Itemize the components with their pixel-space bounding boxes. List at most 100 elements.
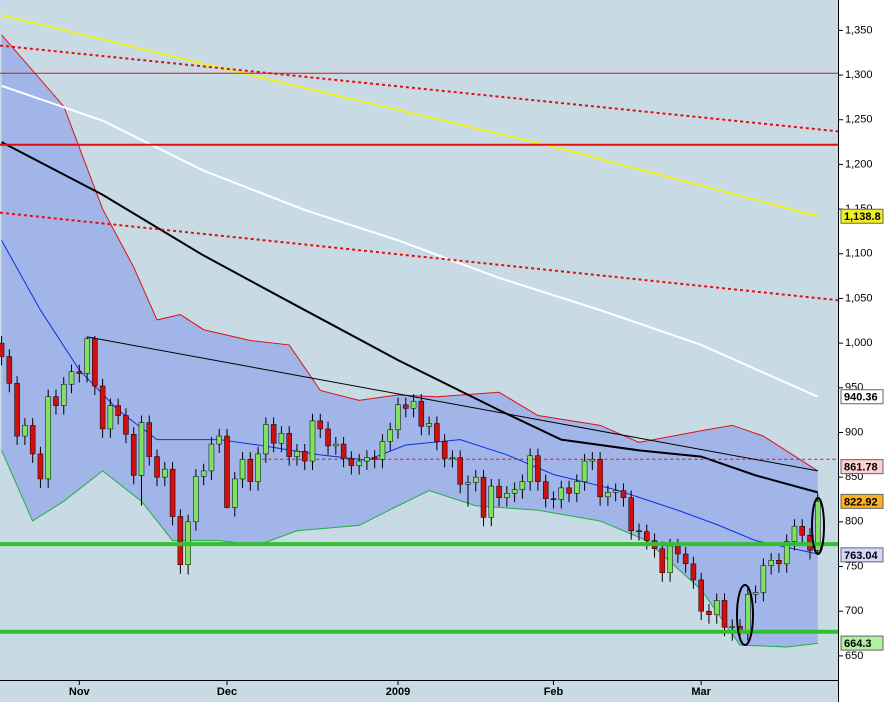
candle-body [333, 443, 339, 447]
candle-body [682, 553, 689, 565]
candle-body [22, 425, 28, 437]
candle-body [294, 450, 300, 457]
candle-body [667, 545, 673, 574]
candle-body [371, 457, 378, 460]
candle-body [659, 548, 666, 574]
candle-body [504, 492, 510, 498]
candle-body [60, 383, 67, 406]
candle-body [92, 338, 98, 387]
candle-body [123, 415, 129, 435]
candle-body [729, 626, 736, 628]
candle-body [519, 481, 526, 490]
candle-body [138, 422, 145, 476]
candle-body [0, 342, 5, 357]
overlay-line [1, 240, 818, 555]
overlay-line [1, 141, 819, 494]
candle-body [791, 526, 798, 542]
candle-body [348, 458, 355, 466]
price-label: 861.78 [844, 462, 878, 474]
annotation-ellipse [736, 584, 754, 646]
price-label: 822.92 [844, 496, 878, 508]
candle-body [154, 456, 160, 478]
candle-body [768, 560, 774, 566]
candle-body [434, 423, 440, 442]
candle-body [53, 396, 59, 406]
candle-body [239, 459, 246, 480]
candle-body [6, 356, 13, 384]
y-tick-label: 650 [845, 650, 863, 662]
candle-body [612, 490, 619, 493]
overlay-line [1, 450, 818, 648]
price-label-box [840, 547, 884, 563]
candle-body [317, 420, 324, 430]
y-tick-label: 1,100 [845, 248, 873, 260]
candle-body [589, 459, 596, 462]
price-label: 1,138.8 [844, 211, 881, 223]
candle-body [815, 501, 821, 551]
candle-body [776, 560, 782, 565]
candle-body [581, 460, 588, 482]
candle-body [216, 435, 222, 445]
candle-body [162, 468, 168, 478]
candle-body [558, 487, 565, 500]
candle-body [364, 457, 370, 462]
candle-body [84, 338, 90, 374]
candle-body [224, 435, 230, 508]
candle-body [387, 429, 393, 442]
candle-body [644, 531, 650, 541]
price-label-box [840, 389, 884, 405]
candle-body [760, 565, 767, 593]
price-label-box [840, 208, 884, 224]
candle-body [99, 385, 106, 430]
candle-body [270, 424, 277, 444]
candle-body [107, 405, 114, 430]
candle-body [628, 497, 634, 532]
candle-body [620, 490, 627, 498]
candle-body [379, 441, 386, 460]
candle-body [721, 600, 728, 628]
y-tick-label: 1,300 [845, 69, 873, 81]
candle-body [309, 420, 316, 462]
candle-body [574, 481, 580, 494]
candle-body [76, 371, 83, 374]
candle-body [263, 424, 269, 455]
candle-body [208, 443, 215, 472]
price-label-box [840, 493, 884, 509]
candle-body [698, 579, 704, 612]
candle-body [511, 489, 518, 494]
candle-body [472, 476, 479, 483]
candle-body [488, 485, 495, 518]
price-label: 763.04 [844, 550, 879, 562]
y-tick-label: 700 [845, 605, 863, 617]
overlay-line [1, 14, 819, 218]
candle-body [480, 476, 487, 518]
candle-body [325, 428, 331, 447]
y-tick-label: 800 [845, 516, 863, 528]
candle-body [356, 460, 362, 466]
y-tick-label: 1,000 [845, 337, 873, 349]
y-tick-label: 900 [845, 426, 863, 438]
candle-body [403, 404, 409, 409]
overlay-line [1, 34, 819, 472]
candle-body [232, 478, 238, 508]
candle-body [68, 371, 75, 385]
x-tick-label: Feb [544, 686, 564, 698]
candle-body [441, 441, 448, 459]
candle-body [130, 434, 137, 476]
x-tick-label: 2009 [386, 686, 410, 698]
price-label-box [840, 635, 884, 651]
candle-body [146, 422, 153, 457]
candle-body [426, 423, 432, 427]
y-tick-label: 1,050 [845, 292, 873, 304]
candle-body [745, 593, 751, 632]
candle-body [566, 487, 572, 494]
candle-body [301, 450, 308, 462]
candle-body [752, 592, 759, 595]
candle-body [783, 541, 790, 565]
candle-body [713, 600, 720, 616]
band-fill [1, 34, 818, 647]
candle-body [465, 482, 471, 485]
candle-body [535, 455, 541, 482]
y-tick-label: 1,250 [845, 114, 873, 126]
